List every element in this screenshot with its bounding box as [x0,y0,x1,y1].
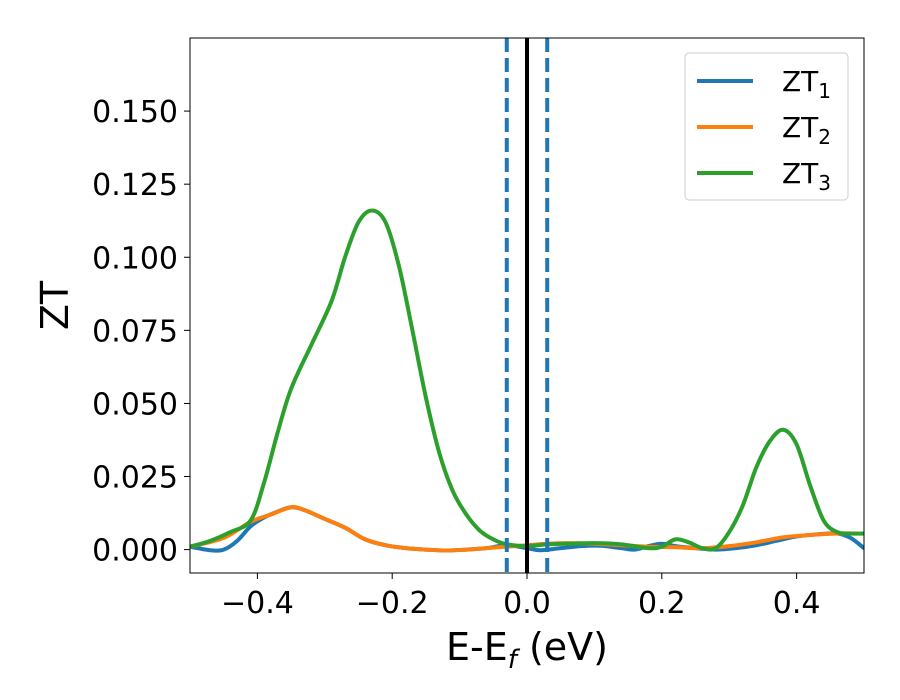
y-tick-label: 0.125 [92,168,178,203]
legend-entry-label: ZT2 [782,111,831,149]
x-tick-label: −0.4 [221,586,294,621]
x-axis-label: E-Ef (eV) [446,625,608,675]
y-tick-label: 0.050 [92,387,178,422]
x-tick-label: −0.2 [356,586,429,621]
series-line-zt3 [190,208,864,552]
y-tick-label: 0.000 [92,534,178,569]
y-tick-label: 0.025 [92,461,178,496]
legend-entry-label: ZT1 [782,65,831,103]
y-tick-label: 0.150 [92,95,178,130]
x-tick-label: 0.0 [503,586,551,621]
y-tick-label: 0.075 [92,314,178,349]
legend-box [684,52,849,201]
legend: ZT1 ZT2 ZT3 [684,52,849,201]
y-axis-label: ZT [33,280,77,330]
x-tick-label: 0.4 [773,586,821,621]
series-line-zt2 [190,505,864,553]
x-tick-label: 0.2 [638,586,686,621]
legend-entry-label: ZT3 [782,157,831,195]
x-ticks: −0.4 −0.2 0.0 0.2 0.4 [221,573,820,621]
y-ticks: 0.000 0.025 0.050 0.075 0.100 0.125 0.150 [92,95,190,569]
vline-layer [504,38,550,573]
y-tick-label: 0.100 [92,241,178,276]
